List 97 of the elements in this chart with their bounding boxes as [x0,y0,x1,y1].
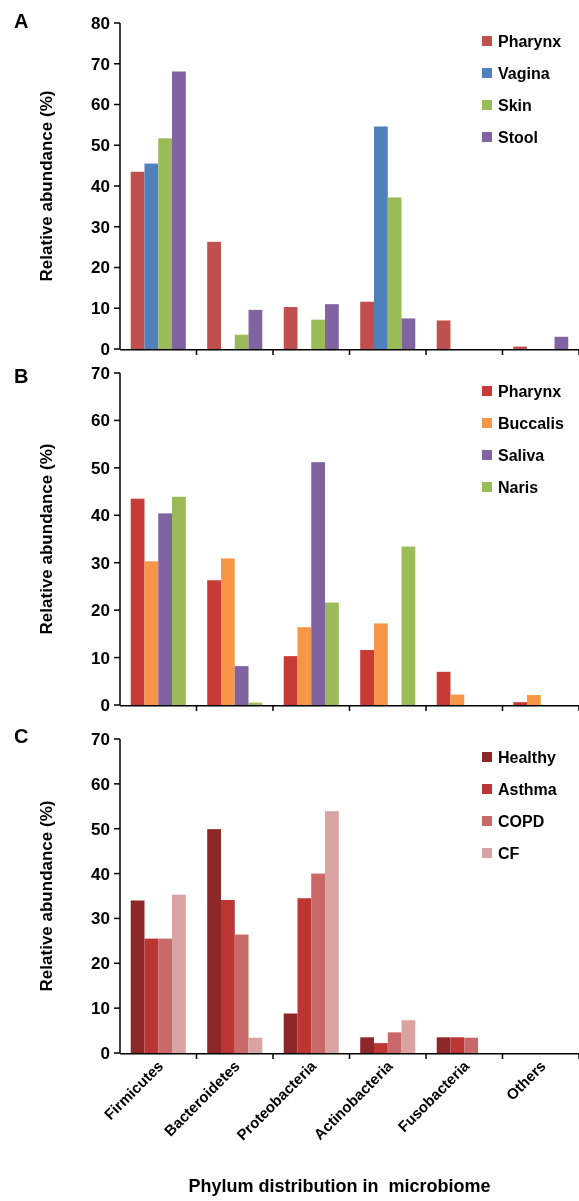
bar [464,1037,479,1053]
bar [283,307,298,349]
y-tick-label: 50 [91,136,110,156]
bar [158,938,173,1053]
bar [207,829,221,1053]
y-tick-label: 70 [91,54,110,74]
bar [373,623,388,705]
x-axis-title: Phylum distribution in microbiome [188,1176,491,1196]
bar [158,138,173,349]
bar [387,197,402,349]
legend-label: Asthma [498,780,557,798]
legend-label: COPD [498,812,545,830]
bar [325,602,339,705]
bar [207,241,221,349]
y-tick-label: 40 [91,176,110,196]
y-tick-label: 30 [91,909,110,929]
y-tick-label: 0 [100,339,110,359]
bar [220,558,235,705]
y-tick-label: 0 [100,1043,110,1063]
y-tick-label: 50 [91,458,110,478]
legend-label: Vagina [498,64,550,82]
y-tick-label: 70 [91,729,110,749]
legend-label: Buccalis [498,414,564,432]
y-tick-label: 30 [91,553,110,573]
chart-title: B [14,365,29,387]
bar [297,627,312,705]
bar [513,702,527,705]
bar [554,336,569,349]
legend-label: Healthy [498,748,556,766]
y-tick-label: 40 [91,864,110,884]
y-tick-label: 60 [91,411,110,431]
bar [401,1020,416,1053]
bar [325,304,339,349]
bar [130,498,145,705]
bar [450,1037,465,1053]
y-axis-title: Relative abundance (%) [37,90,56,282]
bar [401,318,416,349]
bar [401,546,416,705]
y-axis-title: Relative abundance (%) [37,800,56,992]
bar [172,496,186,705]
bar [158,513,173,705]
y-tick-label: 70 [91,363,110,383]
y-tick-label: 30 [91,217,110,237]
bar [360,301,374,349]
bar [234,334,249,349]
chart-title: A [14,10,29,32]
bar [130,900,145,1053]
bar [234,934,249,1053]
y-tick-label: 10 [91,999,110,1019]
bar [172,71,186,349]
y-tick-label: 60 [91,774,110,794]
bar [297,898,312,1053]
y-tick-label: 60 [91,95,110,115]
bar [144,561,159,705]
bar [172,894,186,1053]
bar [234,666,249,705]
bar [360,1037,374,1053]
y-tick-label: 50 [91,819,110,839]
bar [144,938,159,1053]
y-tick-label: 0 [100,695,110,715]
bar [526,695,541,705]
bar [248,1037,263,1053]
bar [373,126,388,349]
bar [450,694,465,705]
y-tick-label: 20 [91,601,110,621]
chart-title: C [14,725,29,747]
y-tick-label: 10 [91,299,110,319]
bar [283,1013,298,1053]
legend-label: Pharynx [498,32,562,50]
bar [311,462,326,705]
bar [207,580,221,705]
y-tick-label: 20 [91,258,110,278]
bar [311,319,326,349]
bar [373,1043,388,1053]
bar [311,873,326,1053]
legend-label: Stool [498,128,538,146]
legend-label: CF [498,844,520,862]
legend-label: Saliva [498,446,545,464]
y-tick-label: 10 [91,648,110,668]
bar [436,1037,451,1053]
y-axis-title: Relative abundance (%) [37,443,56,635]
y-tick-label: 40 [91,506,110,526]
legend-label: Skin [498,96,532,114]
y-tick-label: 80 [91,13,110,33]
bar [436,671,451,705]
bar [325,811,339,1053]
y-tick-label: 20 [91,954,110,974]
bar [387,1032,402,1053]
bar [283,656,298,705]
bar [436,320,451,349]
legend-label: Naris [498,478,539,496]
bar [360,649,374,705]
bar [144,163,159,349]
bar [220,900,235,1053]
bar [130,171,145,349]
legend-label: Pharynx [498,382,562,400]
bar [248,309,263,349]
